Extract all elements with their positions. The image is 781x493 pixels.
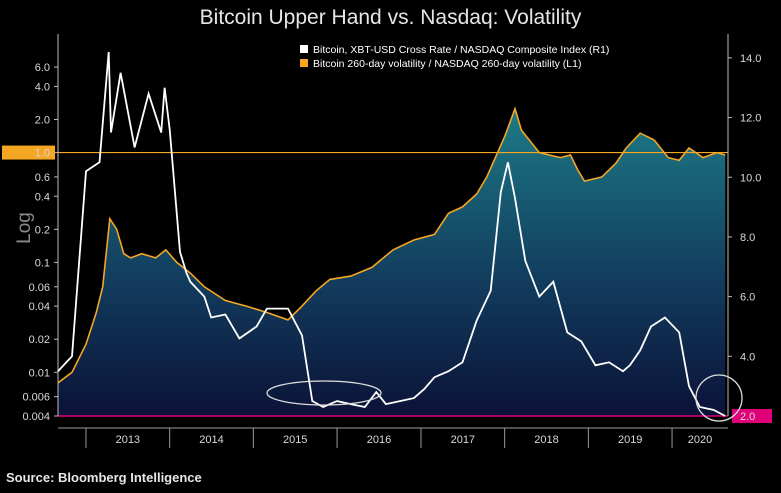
right-tick-label: 12.0 — [740, 113, 761, 125]
right-highlight-badge — [732, 409, 772, 423]
chart-title: Bitcoin Upper Hand vs. Nasdaq: Volatilit… — [199, 6, 582, 29]
left-tick-label: 0.4 — [35, 191, 50, 203]
volatility-ratio-line — [57, 106, 726, 384]
x-axis: 2013 2014 2015 2016 2017 2018 2019 2020 — [58, 427, 728, 448]
left-axis-ticks: 6.0 4.0 2.0 1.0 0.6 0.4 0.2 0.1 0.06 0.04 0.02 0.01… — [2, 34, 59, 423]
x-tick-label: 2016 — [367, 434, 391, 446]
left-axis-label: Log — [14, 212, 35, 244]
x-tick-label: 2013 — [116, 434, 140, 446]
left-highlight-badge — [2, 145, 55, 160]
x-tick-label: 2014 — [199, 434, 223, 446]
left-tick-label: 0.04 — [29, 301, 50, 313]
left-tick-label: 1.0 — [35, 148, 50, 160]
right-tick-label: 4.0 — [740, 351, 755, 363]
x-tick-label: 2020 — [688, 434, 712, 446]
left-tick-label: 0.2 — [35, 224, 50, 236]
annotation-ellipse — [266, 380, 382, 406]
x-tick-label: 2018 — [534, 434, 558, 446]
x-tick-label: 2019 — [618, 434, 642, 446]
left-tick-label: 2.0 — [35, 114, 50, 126]
right-highlight-label: 2.0 — [740, 411, 755, 423]
right-tick-label: 14.0 — [740, 53, 761, 65]
left-tick-label: 0.1 — [35, 257, 50, 269]
source-note: Source: Bloomberg Intelligence — [6, 470, 202, 485]
right-tick-label: 8.0 — [740, 232, 755, 244]
right-axis-ticks: 14.0 12.0 10.0 8.0 6.0 4.0 2.0 — [727, 34, 772, 423]
legend-swatch-volatility-ratio — [300, 59, 308, 67]
legend-label-volatility-ratio: Bitcoin 260-day volatility / NASDAQ 260-… — [313, 58, 581, 70]
left-tick-label: 0.01 — [29, 367, 50, 379]
legend: Bitcoin, XBT-USD Cross Rate / NASDAQ Com… — [300, 44, 609, 70]
right-tick-label: 10.0 — [740, 172, 761, 184]
x-tick-label: 2015 — [283, 434, 307, 446]
right-tick-label: 6.0 — [740, 292, 755, 304]
left-tick-label: 0.006 — [22, 392, 50, 404]
left-tick-label: 6.0 — [35, 62, 50, 74]
left-tick-label: 0.6 — [35, 172, 50, 184]
left-tick-label: 0.06 — [29, 282, 50, 294]
legend-swatch-bitcoin-ratio — [300, 45, 308, 53]
annotation-circle — [695, 374, 743, 422]
volatility-area-fill — [58, 108, 726, 417]
reference-lines — [58, 151, 728, 417]
x-tick-label: 2017 — [451, 434, 475, 446]
bitcoin-nasdaq-ratio-line — [57, 51, 726, 417]
left-tick-label: 0.02 — [29, 334, 50, 346]
legend-label-bitcoin-ratio: Bitcoin, XBT-USD Cross Rate / NASDAQ Com… — [313, 44, 609, 56]
left-tick-label: 4.0 — [35, 81, 50, 93]
left-tick-label: 0.004 — [22, 411, 50, 423]
